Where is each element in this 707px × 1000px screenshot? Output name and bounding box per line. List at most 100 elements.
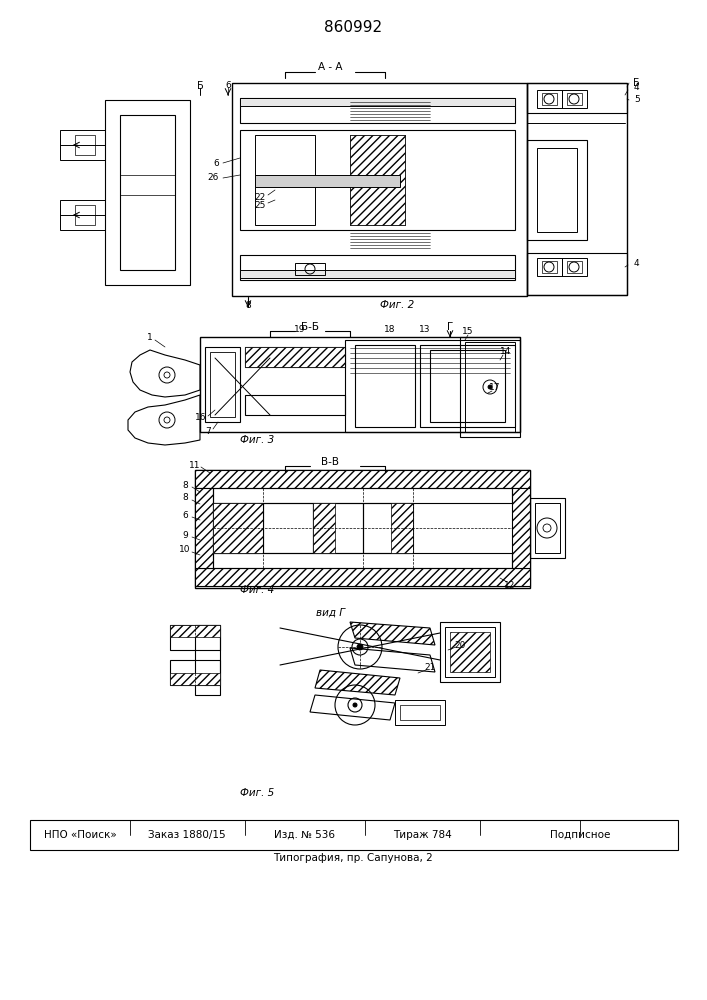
Text: Фиг. 5: Фиг. 5 (240, 788, 274, 798)
Bar (245, 347, 345, 367)
Bar (213, 503, 263, 553)
Bar (170, 625, 220, 650)
Bar (245, 347, 345, 367)
Text: 19: 19 (294, 326, 305, 334)
Circle shape (164, 372, 170, 378)
Text: 7: 7 (205, 428, 211, 436)
Bar (350, 135, 405, 225)
Bar (240, 98, 515, 106)
Bar (170, 625, 220, 637)
Text: вид Г: вид Г (315, 608, 344, 618)
Text: 11: 11 (189, 460, 201, 470)
Bar (170, 660, 220, 685)
Bar (60, 130, 105, 160)
Polygon shape (315, 670, 400, 695)
Polygon shape (350, 622, 435, 645)
Bar (395, 700, 445, 725)
Bar (240, 270, 515, 278)
Text: Б: Б (197, 81, 204, 91)
Text: 13: 13 (419, 326, 431, 334)
Bar (512, 488, 530, 568)
Text: 8: 8 (182, 481, 188, 489)
Bar (200, 337, 520, 432)
Text: 21: 21 (424, 664, 436, 672)
Text: 10: 10 (180, 546, 191, 554)
Bar (363, 503, 413, 553)
Bar (213, 503, 263, 553)
Bar (295, 263, 325, 275)
Text: 26: 26 (207, 174, 218, 182)
Bar (445, 627, 495, 677)
Circle shape (488, 385, 492, 389)
Text: Фиг. 2: Фиг. 2 (380, 300, 414, 310)
Bar (345, 340, 520, 432)
Bar (30, 820, 678, 850)
Text: 14: 14 (501, 348, 512, 357)
Text: В-В: В-В (321, 457, 339, 467)
Bar (240, 255, 515, 280)
Bar (391, 503, 413, 553)
Bar (245, 395, 345, 415)
Bar (213, 553, 512, 568)
Bar (210, 352, 235, 417)
Bar (120, 115, 175, 270)
Bar (527, 253, 627, 295)
Text: 6: 6 (182, 510, 188, 520)
Text: 15: 15 (462, 328, 474, 336)
Bar (350, 135, 405, 225)
Bar (240, 130, 515, 230)
Text: 20: 20 (455, 641, 466, 650)
Bar (537, 258, 562, 276)
Text: 17: 17 (489, 383, 501, 392)
Bar (240, 98, 515, 123)
Bar (255, 175, 400, 187)
Bar (213, 488, 512, 503)
Bar (537, 148, 577, 232)
Bar (542, 93, 557, 105)
Bar (530, 498, 565, 558)
Bar (527, 83, 627, 113)
Bar (527, 140, 587, 240)
Bar (562, 90, 587, 108)
Text: 860992: 860992 (324, 20, 382, 35)
Bar (542, 261, 557, 273)
Text: 9: 9 (182, 530, 188, 540)
Bar (527, 83, 627, 295)
Bar (105, 100, 190, 285)
Bar (232, 83, 527, 296)
Text: 12: 12 (504, 580, 515, 589)
Bar (567, 261, 582, 273)
Bar (195, 470, 530, 488)
Bar (567, 93, 582, 105)
Bar (400, 705, 440, 720)
Bar (75, 205, 95, 225)
Bar (75, 135, 95, 155)
Text: Б-Б: Б-Б (301, 322, 319, 332)
Bar (195, 625, 220, 695)
Bar (430, 350, 505, 422)
Bar (60, 200, 105, 230)
Bar (313, 503, 363, 553)
Text: Подписное: Подписное (550, 830, 610, 840)
Text: Изд. № 536: Изд. № 536 (274, 830, 336, 840)
Bar (440, 622, 500, 682)
Text: А - А: А - А (317, 62, 342, 72)
Bar (450, 632, 490, 672)
Bar (170, 673, 220, 685)
Text: 6: 6 (213, 158, 219, 167)
Bar (460, 337, 520, 437)
Bar (420, 345, 515, 427)
Text: Фиг. 4: Фиг. 4 (240, 585, 274, 595)
Bar (255, 135, 315, 225)
Text: 6: 6 (225, 81, 231, 90)
Text: 8: 8 (245, 302, 251, 310)
Text: Б: Б (633, 78, 639, 88)
Text: НПО «Поиск»: НПО «Поиск» (44, 830, 117, 840)
Text: 25: 25 (255, 202, 266, 211)
Text: Типография, пр. Сапунова, 2: Типография, пр. Сапунова, 2 (273, 853, 433, 863)
Text: 1: 1 (147, 334, 153, 342)
Bar (537, 90, 562, 108)
Text: 4: 4 (633, 84, 639, 93)
Bar (535, 503, 560, 553)
Bar (355, 345, 415, 427)
